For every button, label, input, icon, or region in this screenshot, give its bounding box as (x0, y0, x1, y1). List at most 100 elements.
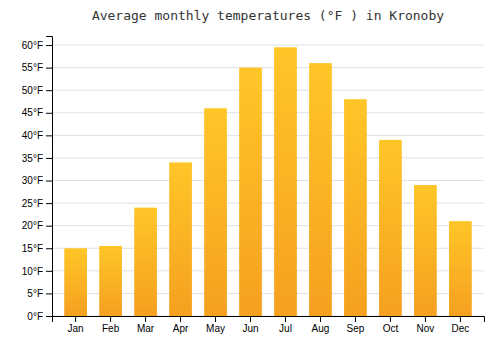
y-tick-label: 55°F (22, 62, 43, 73)
y-tick-label: 60°F (22, 40, 43, 51)
x-tick-mark (180, 316, 181, 322)
y-tick-mark (46, 203, 52, 204)
y-tick: 10°F (22, 266, 52, 277)
x-tick-label: Oct (383, 323, 399, 334)
bar (99, 246, 122, 316)
x-tick-mark (320, 316, 321, 322)
bar (274, 47, 297, 316)
x-tick: Feb (102, 316, 120, 334)
y-tick-mark (46, 113, 52, 114)
y-tick: 5°F (27, 288, 52, 299)
x-axis-line (53, 317, 485, 323)
x-tick: Jan (68, 316, 84, 334)
x-tick-mark (425, 316, 426, 322)
x-tick-label: Jan (68, 323, 84, 334)
y-tick-mark (46, 158, 52, 159)
y-tick-label: 25°F (22, 198, 43, 209)
x-tick-label: Nov (417, 323, 435, 334)
y-tick: 35°F (22, 153, 52, 164)
y-tick-mark (46, 90, 52, 91)
x-tick: Nov (417, 316, 435, 334)
y-tick-label: 30°F (22, 175, 43, 186)
grid-line (52, 135, 484, 136)
x-tick: Mar (137, 316, 155, 334)
x-tick: Apr (173, 316, 189, 334)
x-tick-label: Dec (451, 323, 469, 334)
y-tick-mark (46, 45, 52, 46)
y-tick-mark (46, 316, 52, 317)
y-tick-mark (46, 181, 52, 182)
bar (204, 108, 227, 316)
y-tick: 25°F (22, 198, 52, 209)
x-tick-label: Mar (137, 323, 155, 334)
y-axis: 0°F 5°F 10°F 15°F 20°F 25°F 30°F 35°F 40°F 45°F 50… (22, 37, 53, 322)
y-tick-mark (46, 226, 52, 227)
y-tick: 50°F (22, 85, 52, 96)
y-tick: 40°F (22, 130, 52, 141)
bar (64, 248, 87, 316)
x-tick-label: Feb (102, 323, 120, 334)
grid-line (52, 90, 484, 91)
x-tick-mark (145, 316, 146, 322)
x-tick: May (206, 316, 225, 334)
x-tick-mark (110, 316, 111, 322)
x-tick: Dec (451, 316, 469, 334)
grid-line (52, 45, 484, 46)
y-tick-mark (46, 271, 52, 272)
x-tick: Jul (279, 316, 292, 334)
x-tick-mark (460, 316, 461, 322)
x-tick-mark (250, 316, 251, 322)
bar (449, 221, 472, 316)
y-tick-label: 50°F (22, 85, 43, 96)
y-tick: 15°F (22, 243, 52, 254)
y-tick-mark (46, 135, 52, 136)
grid-line (52, 157, 484, 158)
x-axis: Jan Feb Mar Apr May Jun Jul Aug Sep Oct Nov Dec (53, 316, 485, 334)
y-tick-label: 5°F (27, 288, 43, 299)
y-tick-label: 45°F (22, 107, 43, 118)
bar (379, 140, 402, 316)
x-tick-label: Jul (279, 323, 292, 334)
y-tick: 45°F (22, 107, 52, 118)
grid (52, 45, 484, 316)
bar (414, 185, 437, 316)
y-tick-mark (46, 293, 52, 294)
y-tick: 30°F (22, 175, 52, 186)
y-tick-label: 10°F (22, 266, 43, 277)
bar (309, 63, 332, 316)
x-tick-mark (75, 316, 76, 322)
x-tick: Jun (242, 316, 258, 334)
grid-line (52, 180, 484, 181)
x-tick-label: May (206, 323, 225, 334)
y-tick-label: 15°F (22, 243, 43, 254)
x-tick-label: Aug (312, 323, 330, 334)
x-tick-mark (355, 316, 356, 322)
x-tick: Aug (312, 316, 330, 334)
chart: 0°F 5°F 10°F 15°F 20°F 25°F 30°F 35°F 40°F 45°F 50… (0, 0, 500, 350)
y-tick: 60°F (22, 40, 52, 51)
bar (169, 162, 192, 316)
grid-line (52, 67, 484, 68)
grid-line (52, 112, 484, 113)
x-tick: Sep (347, 316, 365, 334)
x-tick-mark (215, 316, 216, 322)
bar (239, 68, 262, 316)
y-tick-label: 0°F (27, 311, 43, 322)
y-tick-label: 20°F (22, 220, 43, 231)
bar (344, 99, 367, 316)
y-tick-label: 35°F (22, 153, 43, 164)
x-tick-label: Jun (242, 323, 258, 334)
y-tick-label: 40°F (22, 130, 43, 141)
y-tick-mark (46, 68, 52, 69)
plot: 0°F 5°F 10°F 15°F 20°F 25°F 30°F 35°F 40°F 45°F 50… (22, 37, 485, 335)
y-tick: 55°F (22, 62, 52, 73)
y-tick-mark (46, 248, 52, 249)
bar (134, 208, 157, 316)
y-tick: 20°F (22, 220, 52, 231)
x-tick: Oct (383, 316, 399, 334)
x-tick-label: Apr (173, 323, 189, 334)
y-axis-line (46, 37, 53, 317)
x-tick-label: Sep (347, 323, 365, 334)
bars (64, 47, 472, 316)
y-tick: 0°F (27, 311, 52, 322)
